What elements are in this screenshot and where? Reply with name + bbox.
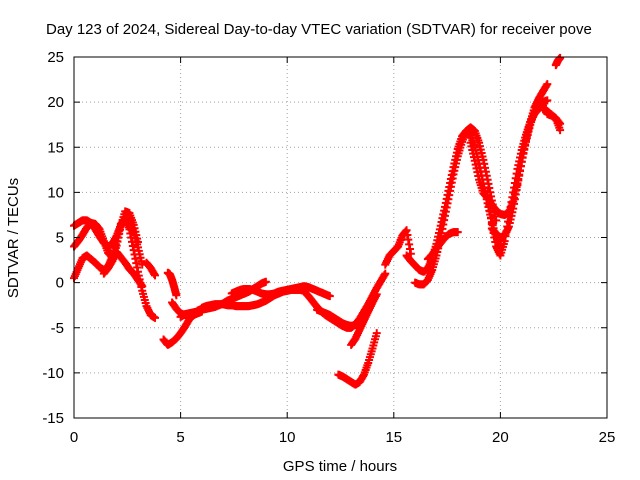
grid bbox=[74, 57, 607, 418]
series-arc-8 bbox=[163, 268, 181, 300]
y-axis-label: SDTVAR / TECUs bbox=[5, 178, 22, 298]
data-point bbox=[543, 96, 552, 105]
x-tick-label: 10 bbox=[279, 429, 296, 446]
y-tick-label: 20 bbox=[47, 94, 64, 111]
series-arc-5 bbox=[142, 258, 160, 280]
data-point bbox=[381, 269, 390, 278]
data-point bbox=[492, 216, 501, 225]
chart-title: Day 123 of 2024, Sidereal Day-to-day VTE… bbox=[46, 21, 592, 38]
data-point bbox=[138, 282, 147, 291]
data-point bbox=[151, 313, 160, 322]
data-point bbox=[151, 271, 160, 280]
data-point bbox=[172, 291, 181, 300]
series-arc-4 bbox=[99, 247, 147, 291]
series-arc-11 bbox=[227, 282, 334, 301]
axis-ticks: 0 5 10 15 20 25 -15 -10 -5 0 5 10 15 20 25 bbox=[42, 49, 615, 446]
data-point bbox=[261, 277, 270, 286]
y-tick-label: 15 bbox=[47, 139, 64, 156]
data-point bbox=[325, 292, 334, 301]
x-axis-label: GPS time / hours bbox=[283, 458, 397, 475]
x-tick-label: 5 bbox=[176, 429, 184, 446]
data-point bbox=[372, 329, 381, 338]
x-tick-label: 15 bbox=[385, 429, 402, 446]
series-arc-25 bbox=[551, 53, 565, 70]
series-arc-16 bbox=[381, 226, 415, 269]
y-tick-label: 25 bbox=[47, 49, 64, 66]
data-point bbox=[556, 53, 565, 62]
y-tick-label: -10 bbox=[42, 365, 64, 382]
series-arc-19 bbox=[423, 228, 462, 264]
data-point bbox=[368, 298, 377, 307]
y-tick-label: 5 bbox=[56, 230, 64, 247]
series-arc-14 bbox=[334, 329, 381, 389]
data-point bbox=[453, 228, 462, 237]
series-arc-15 bbox=[347, 298, 377, 349]
x-tick-label: 20 bbox=[492, 429, 509, 446]
data-point bbox=[556, 126, 565, 135]
data-point bbox=[543, 80, 552, 89]
data-points bbox=[70, 53, 565, 389]
x-tick-label: 0 bbox=[70, 429, 78, 446]
data-point bbox=[372, 290, 381, 299]
y-tick-label: 10 bbox=[47, 184, 64, 201]
series-arc-24 bbox=[539, 105, 565, 135]
y-tick-label: 0 bbox=[56, 275, 64, 292]
x-tick-label: 25 bbox=[599, 429, 616, 446]
y-tick-label: -15 bbox=[42, 410, 64, 427]
y-tick-label: -5 bbox=[51, 320, 64, 337]
